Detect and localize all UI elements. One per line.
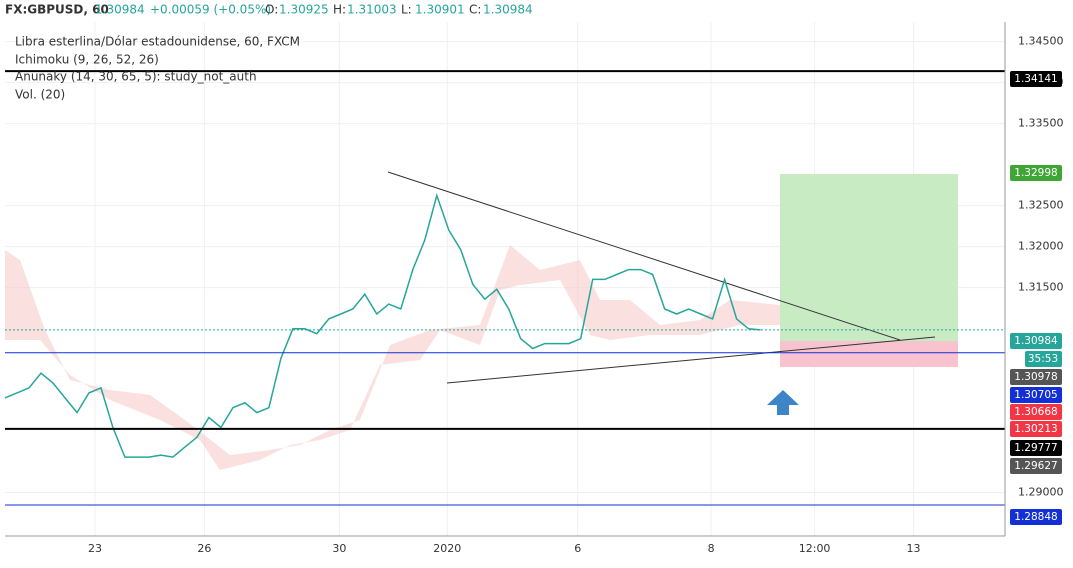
- price-tag: [1010, 71, 1062, 87]
- price-tag: [1010, 369, 1062, 385]
- trend-line: [387, 171, 901, 341]
- x-tick-label: 23: [88, 542, 102, 555]
- ohlc-key: O:: [265, 3, 278, 17]
- y-tick-label: 1.31500: [1018, 281, 1064, 294]
- y-tick-label: 1.32500: [1018, 199, 1064, 212]
- ichimoku-cloud: [5, 245, 830, 470]
- x-tick-label: 2020: [433, 542, 461, 555]
- x-tick-label: 13: [907, 542, 921, 555]
- price-tag-label: 1.28848: [1014, 511, 1057, 523]
- price-tag-label: 1.29777: [1014, 442, 1057, 454]
- y-tick-label: 1.33500: [1018, 117, 1064, 130]
- price-tag-label: 1.30213: [1014, 423, 1057, 435]
- y-tick-label: 1.32000: [1018, 240, 1064, 253]
- price-tag: [1010, 458, 1062, 474]
- change: +0.00059 (+0.05%): [150, 3, 271, 17]
- price-tag-label: 1.30705: [1014, 389, 1057, 401]
- trend-line: [446, 336, 936, 384]
- price-tag: [1010, 333, 1062, 349]
- price-tag: [1010, 165, 1062, 181]
- price-line: [4, 192, 761, 458]
- price-tag: [1010, 421, 1062, 437]
- ohlc-value: 1.30901: [415, 3, 465, 17]
- price-tag-label: 1.30668: [1014, 406, 1057, 418]
- loss-zone: [780, 341, 958, 367]
- profit-zone: [780, 174, 958, 341]
- plot: [4, 70, 1005, 506]
- price-tag-label: 1.34141: [1014, 73, 1057, 85]
- legend-item: Libra esterlina/Dólar estadounidense, 60…: [15, 35, 300, 49]
- arrow-up: [767, 390, 799, 415]
- x-tick-label: 8: [708, 542, 715, 555]
- x-tick-label: 6: [574, 542, 581, 555]
- x-tick-label: 26: [197, 542, 211, 555]
- symbol: FX:GBPUSD, 60: [5, 3, 109, 17]
- ohlc-key: L:: [401, 3, 412, 17]
- last-price: 1.30984: [95, 3, 145, 17]
- price-tag-label: 1.30984: [1014, 335, 1058, 347]
- x-tick-label: 12:00: [799, 542, 831, 555]
- legend-item: Ichimoku (9, 26, 52, 26): [15, 53, 159, 67]
- price-tags: 1.34141 1.32998 1.30984 1.30978 1.30705 1.306…: [1010, 71, 1062, 525]
- countdown: 35:53: [1028, 353, 1058, 365]
- price-tag: [1010, 440, 1062, 456]
- ohlc-value: 1.30925: [279, 3, 329, 17]
- ohlc-key: H:: [333, 3, 346, 17]
- price-tag-label: 1.29627: [1014, 460, 1057, 472]
- header: FX:GBPUSD, 60 1.30984 +0.00059 (+0.05%) …: [5, 3, 533, 17]
- y-tick-label: 1.29000: [1018, 486, 1064, 499]
- countdown-tag: [1025, 351, 1062, 367]
- ohlc-value: 1.31003: [347, 3, 397, 17]
- ohlc-value: 1.30984: [483, 3, 533, 17]
- grid: 1.345001.340001.335001.325001.320001.315…: [5, 22, 1064, 555]
- ohlc-key: C:: [469, 3, 481, 17]
- price-tag-label: 1.30978: [1014, 371, 1057, 383]
- legend-item: Anunaky (14, 30, 65, 5): study_not_auth: [15, 70, 257, 84]
- y-tick-label: 1.34500: [1018, 35, 1064, 48]
- x-tick-label: 30: [332, 542, 346, 555]
- price-tag: [1010, 404, 1062, 420]
- price-tag: [1010, 509, 1062, 525]
- legend-item: Vol. (20): [15, 88, 65, 102]
- price-tag-label: 1.32998: [1014, 167, 1057, 179]
- price-tag: [1010, 387, 1062, 403]
